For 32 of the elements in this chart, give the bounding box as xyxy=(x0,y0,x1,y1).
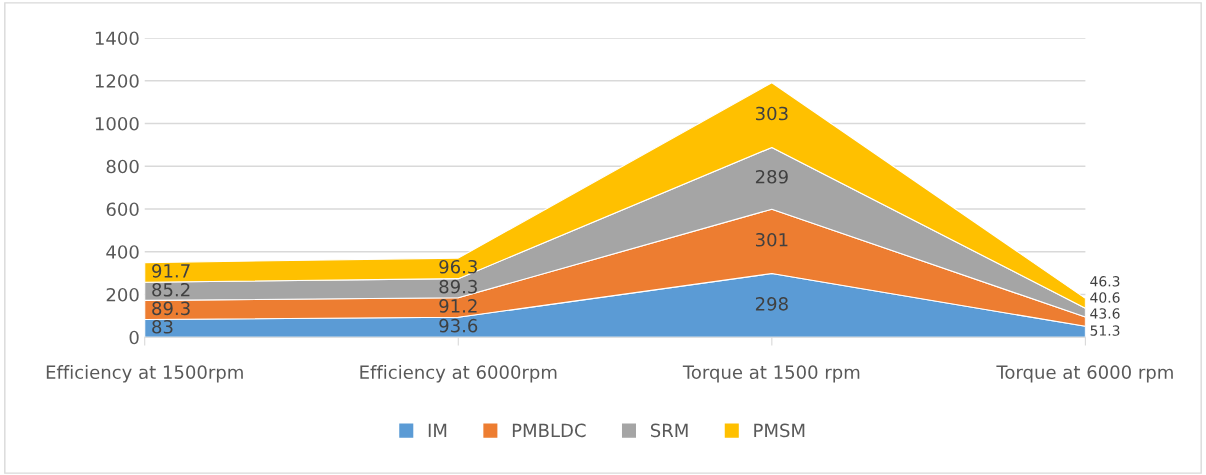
data-label: 89.3 xyxy=(439,279,477,294)
x-tick-label: Efficiency at 1500rpm xyxy=(46,365,243,383)
x-tick-label: Torque at 1500 rpm xyxy=(682,365,860,383)
x-tick-label: Efficiency at 6000rpm xyxy=(360,365,557,383)
y-tick-label: 200 xyxy=(106,287,139,302)
data-label: 89.3 xyxy=(152,301,190,316)
data-label: 91.7 xyxy=(152,263,190,278)
legend-label: PMSM xyxy=(754,423,805,438)
y-tick-label: 0 xyxy=(129,330,139,345)
legend-label: IM xyxy=(428,423,447,437)
y-tick-label: 1000 xyxy=(95,116,139,131)
data-label: 96.3 xyxy=(439,259,477,274)
y-tick-label: 600 xyxy=(106,202,139,217)
data-label: 40.6 xyxy=(1090,292,1120,303)
y-tick-label: 400 xyxy=(106,245,139,259)
data-label: 301 xyxy=(755,232,788,247)
data-label: 93.6 xyxy=(439,318,478,333)
data-label: 51.3 xyxy=(1090,325,1120,336)
y-tick-label: 800 xyxy=(106,159,139,174)
legend-label: PMBLDC xyxy=(512,423,586,438)
legend-label: SRM xyxy=(650,423,688,438)
data-label: 303 xyxy=(755,106,788,121)
y-tick-label: 1400 xyxy=(95,31,139,46)
data-label: 289 xyxy=(755,169,788,184)
data-label: 43.6 xyxy=(1090,308,1120,319)
y-tick-label: 1200 xyxy=(95,74,139,88)
data-label: 83 xyxy=(152,319,173,334)
data-label: 85.2 xyxy=(152,282,190,297)
data-label: 46.3 xyxy=(1090,276,1120,287)
data-label: 298 xyxy=(755,296,788,311)
x-tick-label: Torque at 6000 rpm xyxy=(996,365,1173,383)
data-label: 91.2 xyxy=(439,299,477,313)
